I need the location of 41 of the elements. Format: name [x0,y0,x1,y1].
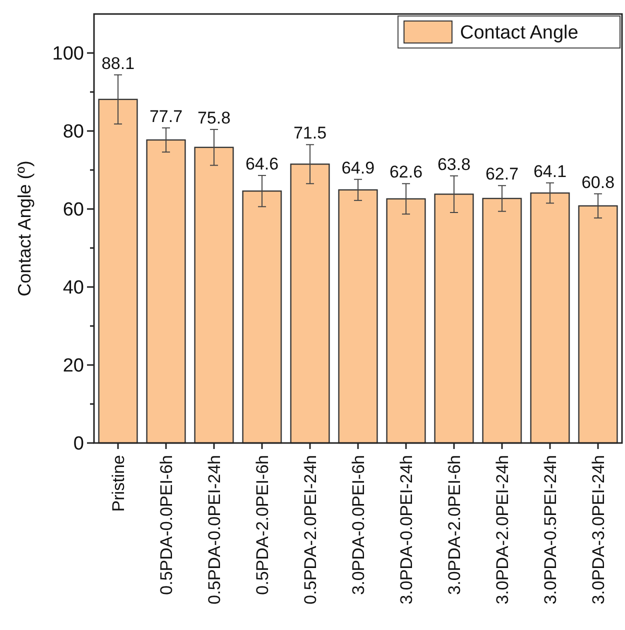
x-tick-label: 0.5PDA-2.0PEI-24h [300,455,320,604]
bar [386,198,426,444]
x-tick-label: 0.5PDA-2.0PEI-6h [252,455,272,595]
y-tick-label: 60 [62,200,84,221]
y-axis-title: Contact Angle (º) [14,160,34,296]
x-tick-label: 0.5PDA-0.0PEI-6h [156,455,176,595]
bar [482,198,522,444]
bar [242,190,282,444]
data-label: 75.8 [197,108,231,128]
bar [434,194,474,444]
y-tick-label: 80 [62,122,84,143]
data-label: 71.5 [293,124,327,143]
data-label: 64.1 [533,162,567,181]
bar [578,205,618,444]
y-tick-label: 20 [62,356,84,377]
bar [338,189,378,444]
data-label: 63.8 [437,154,471,174]
data-label: 62.6 [389,162,423,182]
x-tick-label: 3.0PDA-0.0PEI-6h [348,455,368,595]
data-label: 62.7 [485,164,519,184]
data-label: 60.8 [581,172,615,192]
x-tick-label: 0.5PDA-0.0PEI-24h [204,455,224,604]
x-tick-label: Pristine [108,455,128,512]
x-tick-label: 3.0PDA-2.0PEI-24h [492,455,512,604]
y-tick-label: 100 [52,44,84,65]
bar [98,98,138,444]
data-label: 64.6 [245,154,279,174]
data-label: 64.9 [341,158,375,178]
y-tick-label: 0 [73,434,84,455]
bar [530,192,570,444]
x-tick-label: 3.0PDA-2.0PEI-6h [444,455,464,595]
x-tick-label: 3.0PDA-0.0PEI-24h [396,455,416,604]
legend-label: Contact Angle [460,22,578,44]
data-label: 77.7 [149,106,183,126]
bar [290,164,330,444]
bar [194,146,234,444]
bar [146,139,186,444]
y-tick-label: 40 [62,278,84,299]
x-tick-label: 3.0PDA-3.0PEI-24h [588,455,608,604]
data-label: 88.1 [101,54,135,73]
x-tick-label: 3.0PDA-0.5PEI-24h [540,455,560,604]
